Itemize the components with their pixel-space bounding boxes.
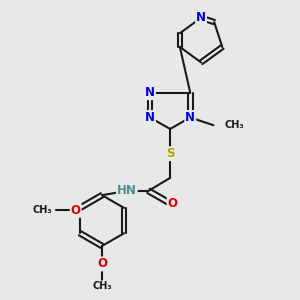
Text: O: O [71, 204, 81, 217]
Text: CH₃: CH₃ [92, 281, 112, 291]
Text: N: N [185, 111, 195, 124]
Text: HN: HN [117, 184, 137, 197]
Text: O: O [168, 197, 178, 210]
Text: CH₃: CH₃ [224, 120, 244, 130]
Text: N: N [145, 86, 155, 99]
Text: S: S [166, 147, 174, 160]
Text: CH₃: CH₃ [32, 206, 52, 215]
Text: N: N [145, 111, 155, 124]
Text: N: N [196, 11, 206, 24]
Text: O: O [97, 257, 107, 270]
